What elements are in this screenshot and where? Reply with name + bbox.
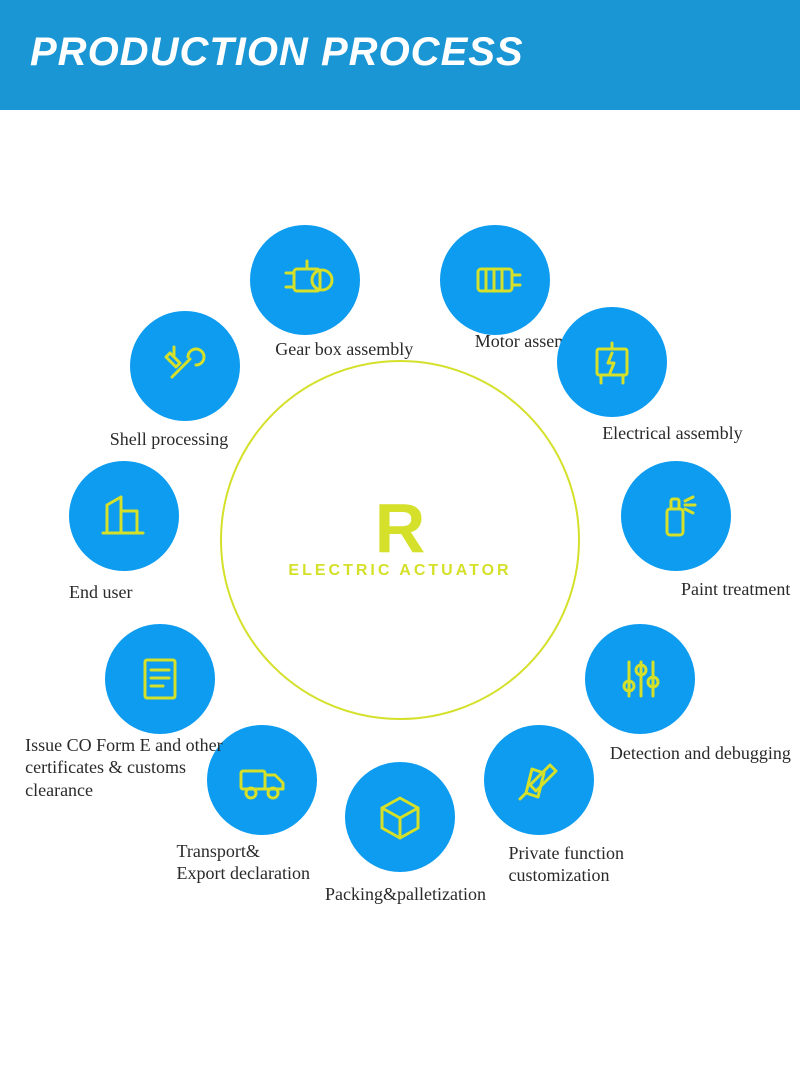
sliders-icon <box>607 646 673 712</box>
process-label: Issue CO Form E and other certificates &… <box>25 734 235 802</box>
process-node <box>250 225 360 335</box>
process-node <box>484 725 594 835</box>
spray-icon <box>643 483 709 549</box>
process-node <box>105 624 215 734</box>
gearbox-icon <box>272 247 338 313</box>
center-logo: R ELECTRIC ACTUATOR <box>288 500 511 580</box>
process-diagram: RELECTRIC ACTUATORGear box assemblyMotor… <box>0 110 800 1010</box>
process-label: Shell processing <box>110 428 229 451</box>
header-banner: PRODUCTION PROCESS <box>0 0 800 110</box>
logo-letter: R <box>288 500 511 556</box>
process-node <box>557 307 667 417</box>
truck-icon <box>229 747 295 813</box>
process-label: Gear box assembly <box>275 338 413 361</box>
building-icon <box>91 483 157 549</box>
process-node <box>585 624 695 734</box>
process-label: Paint treatment <box>681 578 790 601</box>
process-label: Electrical assembly <box>602 422 742 445</box>
logo-subtitle: ELECTRIC ACTUATOR <box>288 562 511 580</box>
process-node <box>345 762 455 872</box>
tools-icon <box>152 333 218 399</box>
process-node <box>440 225 550 335</box>
process-node <box>621 461 731 571</box>
process-label: Detection and debugging <box>610 742 791 765</box>
process-label: End user <box>69 581 132 604</box>
motor-icon <box>462 247 528 313</box>
doc-icon <box>127 646 193 712</box>
process-node <box>69 461 179 571</box>
process-label: Transport&Export declaration <box>177 840 310 885</box>
page-title: PRODUCTION PROCESS <box>30 30 770 75</box>
elec-icon <box>579 329 645 395</box>
process-node <box>130 311 240 421</box>
process-label: Private function customization <box>509 842 719 887</box>
process-label: Packing&palletization <box>325 883 486 906</box>
box-icon <box>367 784 433 850</box>
pencil-icon <box>506 747 572 813</box>
